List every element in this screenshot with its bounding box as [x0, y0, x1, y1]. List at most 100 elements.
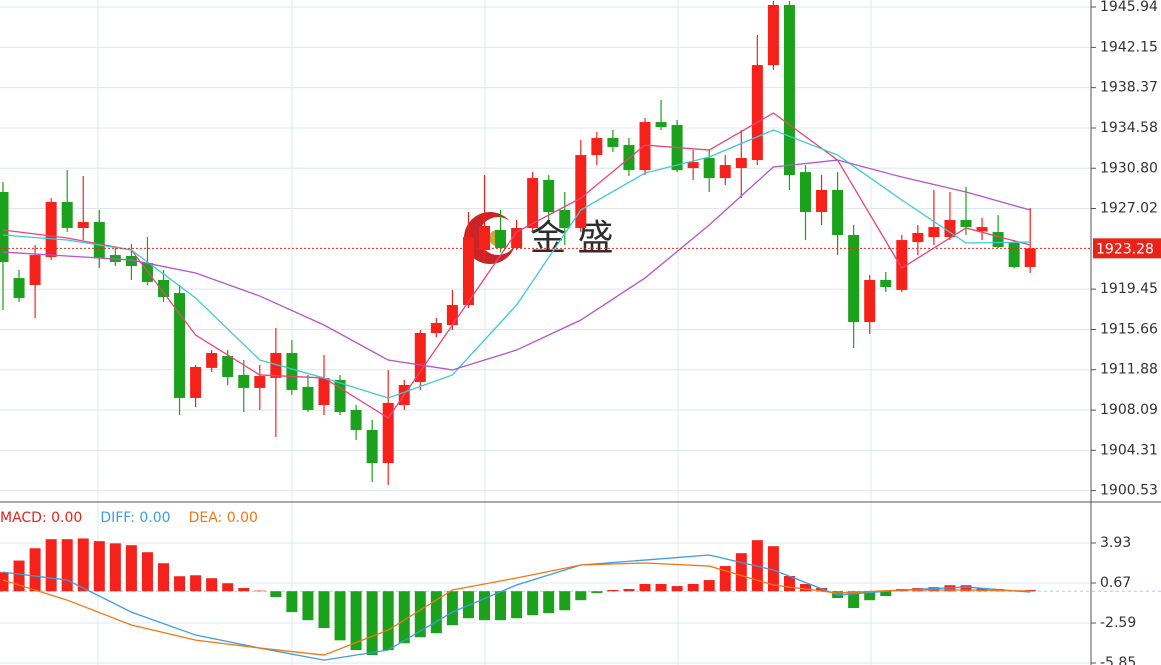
macd-bar: [318, 591, 330, 629]
y-tick-label: 1930.80: [1100, 160, 1158, 176]
candle-body: [430, 322, 442, 333]
macd-bar: [206, 578, 218, 592]
macd-bar: [960, 585, 972, 592]
candle-body: [767, 5, 779, 66]
macd-bar: [864, 591, 876, 601]
candle-body: [928, 227, 940, 238]
candle-body: [93, 222, 105, 259]
candle-body: [238, 374, 250, 388]
candle-body: [414, 332, 426, 382]
y-tick-label: 1945.94: [1100, 0, 1158, 15]
candle-body: [639, 122, 651, 171]
macd-bar: [735, 553, 747, 592]
y-tick-label: 1904.31: [1100, 442, 1158, 458]
macd-bar: [174, 576, 186, 592]
candle-body: [591, 138, 603, 156]
candle-body: [334, 379, 346, 413]
macd-bar: [430, 591, 442, 634]
y-tick-label: 1934.58: [1100, 120, 1158, 136]
macd-bar: [816, 588, 828, 592]
macd-bar: [141, 552, 153, 592]
candle-body: [270, 353, 282, 378]
candle-body: [190, 366, 202, 398]
macd-bar: [190, 575, 202, 592]
macd-bar: [527, 591, 539, 616]
macd-bar: [800, 583, 811, 592]
candle-body: [864, 279, 876, 323]
y-tick-label: 0.67: [1100, 575, 1131, 591]
macd-bar: [334, 591, 346, 641]
candle-body: [687, 162, 699, 169]
candle-body: [960, 220, 972, 228]
macd-bar: [880, 591, 892, 597]
candle-body: [462, 237, 474, 305]
candle-body: [992, 232, 1004, 248]
candle-body: [655, 122, 667, 128]
macd-bar: [158, 563, 169, 592]
macd-bar: [382, 591, 394, 651]
macd-bar: [254, 590, 266, 592]
macd-bar: [655, 583, 667, 592]
macd-bar: [928, 587, 940, 592]
candle-body: [302, 386, 314, 410]
y-tick-label: 1908.09: [1100, 402, 1158, 418]
macd-bar: [61, 539, 73, 592]
candle-body: [125, 256, 137, 267]
macd-bar: [591, 591, 603, 594]
macd-bar: [495, 591, 507, 621]
macd-bar: [543, 591, 555, 614]
macd-bar: [286, 591, 298, 613]
macd-bar: [607, 590, 619, 592]
candle-body: [0, 192, 9, 262]
candle-body: [832, 189, 844, 236]
macd-bar: [671, 586, 683, 592]
macd-bar: [77, 538, 89, 592]
plot: [0, 1, 1036, 661]
macd-bar: [511, 591, 523, 619]
macd-bar: [238, 588, 250, 592]
candle-body: [896, 240, 908, 290]
macd-bar: [767, 546, 779, 592]
macd-bar: [719, 566, 731, 592]
macd-bar: [125, 545, 137, 592]
macd-bar: [848, 591, 860, 609]
candle-body: [575, 155, 587, 228]
candle-body: [206, 353, 218, 368]
candle-body: [45, 202, 57, 257]
macd-bar: [398, 591, 410, 644]
last-price-box: [1093, 238, 1161, 259]
y-tick-label: 3.93: [1100, 535, 1131, 551]
macd-bar: [270, 591, 282, 598]
candle-body: [880, 279, 892, 287]
y-tick-label: 1915.66: [1100, 321, 1158, 337]
legend-label: DIFF: 0.00: [100, 510, 170, 526]
candle-body: [527, 178, 539, 228]
candle-body: [350, 409, 362, 431]
y-tick-label: 1900.53: [1100, 483, 1158, 499]
y-tick-label: 1938.37: [1100, 80, 1158, 96]
macd-bar: [479, 591, 490, 621]
candle-body: [29, 255, 41, 285]
macd-bar: [366, 591, 378, 656]
candle-body: [495, 230, 507, 249]
macd-bar: [639, 583, 651, 592]
macd-bar: [93, 541, 105, 592]
candle-body: [559, 210, 571, 228]
indicator-line: [2, 112, 1031, 419]
candle-body: [61, 202, 73, 228]
watermark-text: 金 盛: [530, 218, 613, 259]
candle-body: [158, 279, 169, 298]
indicator-line: [2, 129, 1031, 399]
macd-bar: [29, 548, 41, 592]
candle-body: [446, 304, 458, 326]
macd-bar: [575, 591, 587, 601]
candle-body: [479, 225, 490, 251]
indicator-line: [2, 562, 1031, 656]
macd-bar: [222, 583, 234, 592]
candle-body: [543, 179, 555, 213]
candle-body: [1008, 243, 1020, 267]
candle-body: [848, 235, 860, 323]
